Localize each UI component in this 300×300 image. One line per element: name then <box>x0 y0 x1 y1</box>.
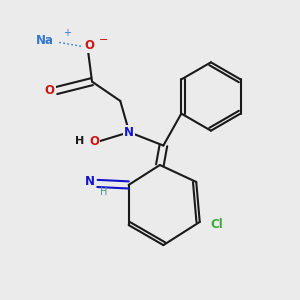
Text: O: O <box>45 84 55 97</box>
Text: O: O <box>84 40 94 52</box>
Text: H: H <box>75 136 84 146</box>
Text: +: + <box>63 28 71 38</box>
Text: H: H <box>100 187 107 197</box>
Text: −: − <box>99 35 109 45</box>
Text: Cl: Cl <box>211 218 224 231</box>
Text: Na: Na <box>35 34 53 46</box>
Text: N: N <box>124 126 134 139</box>
Text: N: N <box>85 176 95 188</box>
Text: O: O <box>89 135 99 148</box>
